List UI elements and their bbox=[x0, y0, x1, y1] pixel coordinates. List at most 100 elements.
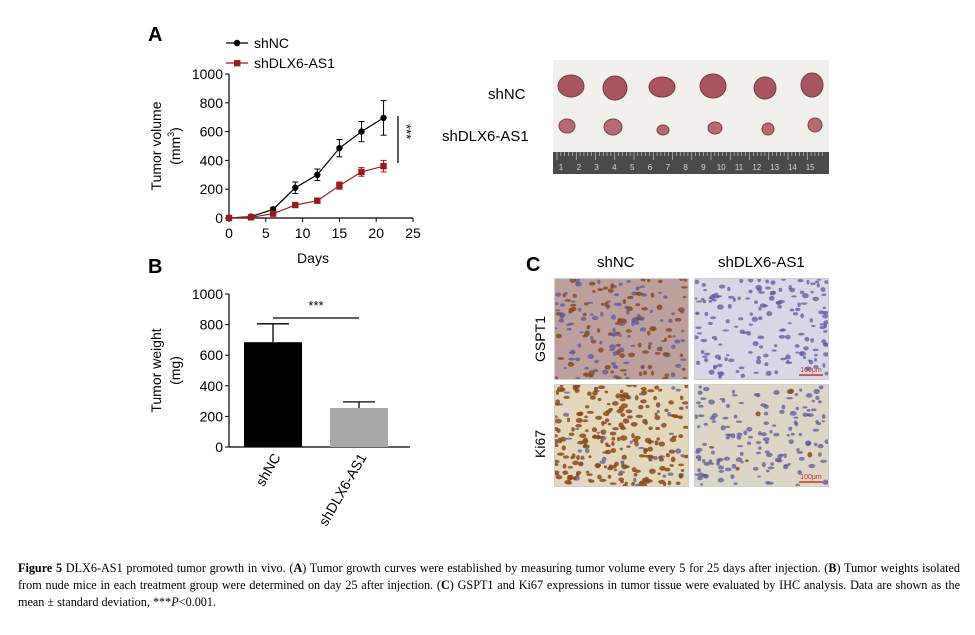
ihc-positive-cell bbox=[680, 468, 685, 473]
ihc-nucleus bbox=[788, 426, 793, 431]
ihc-nucleus bbox=[697, 390, 703, 395]
data-point bbox=[380, 114, 387, 122]
ihc-positive-cell bbox=[615, 393, 622, 399]
ihc-positive-cell bbox=[658, 388, 663, 392]
ihc-positive-cell bbox=[633, 473, 638, 477]
ihc-positive-cell bbox=[619, 369, 627, 372]
caption-text-a: ) Tumor growth curves were established b… bbox=[302, 561, 829, 575]
ihc-nucleus bbox=[639, 327, 647, 332]
ihc-nucleus bbox=[749, 312, 754, 316]
ihc-nucleus bbox=[796, 448, 800, 452]
ihc-positive-cell bbox=[560, 387, 566, 392]
ihc-positive-cell bbox=[585, 470, 590, 474]
ihc-nucleus bbox=[811, 399, 815, 403]
ihc-positive-cell bbox=[654, 385, 659, 390]
ihc-positive-cell bbox=[566, 417, 571, 423]
ihc-nucleus bbox=[748, 279, 754, 283]
ihc-nucleus bbox=[802, 412, 809, 417]
ihc-nucleus bbox=[734, 325, 739, 328]
legend-marker bbox=[233, 39, 241, 47]
ihc-nucleus bbox=[626, 279, 631, 284]
ihc-positive-cell bbox=[645, 404, 650, 409]
ihc-positive-cell bbox=[594, 462, 602, 468]
ihc-nucleus bbox=[795, 483, 800, 486]
ihc-positive-cell bbox=[604, 390, 609, 394]
ihc-positive-cell bbox=[677, 307, 685, 312]
ihc-positive-cell bbox=[590, 339, 597, 344]
ihc-nucleus bbox=[792, 312, 799, 316]
ihc-nucleus bbox=[623, 372, 627, 376]
ihc-nucleus bbox=[823, 352, 828, 357]
ihc-positive-cell bbox=[555, 434, 558, 438]
ihc-nucleus bbox=[631, 291, 638, 296]
ihc-nucleus bbox=[587, 353, 595, 359]
ihc-positive-cell bbox=[610, 283, 614, 289]
ruler bbox=[553, 152, 829, 174]
ihc-positive-cell bbox=[562, 463, 567, 469]
ruler-number: 6 bbox=[648, 163, 653, 172]
ihc-nucleus bbox=[812, 296, 820, 302]
ihc-positive-cell bbox=[585, 429, 589, 433]
ihc-nucleus bbox=[757, 279, 761, 283]
ihc-nucleus bbox=[702, 459, 706, 463]
ihc-nucleus bbox=[732, 297, 736, 302]
ihc-positive-cell bbox=[572, 460, 580, 466]
ihc-nucleus bbox=[703, 288, 708, 292]
ihc-nucleus bbox=[743, 430, 748, 436]
ihc-nucleus bbox=[798, 332, 805, 336]
ihc-positive-cell bbox=[664, 467, 671, 472]
ihc-nucleus bbox=[739, 451, 744, 457]
ihc-nucleus bbox=[695, 335, 699, 340]
ihc-nucleus bbox=[821, 293, 827, 297]
ihc-positive-cell bbox=[681, 286, 688, 289]
ihc-nucleus bbox=[703, 474, 708, 477]
ihc-positive-cell bbox=[647, 446, 653, 452]
tumor-shnc bbox=[648, 76, 676, 98]
ihc-row-label-gspt1: GSPT1 bbox=[532, 316, 548, 362]
ihc-nucleus bbox=[783, 453, 787, 459]
ihc-nucleus bbox=[592, 369, 599, 373]
ihc-positive-cell bbox=[635, 303, 641, 307]
ihc-nucleus bbox=[776, 300, 783, 305]
ihc-nucleus bbox=[809, 318, 814, 323]
ihc-positive-cell bbox=[667, 335, 672, 338]
ihc-positive-cell bbox=[587, 391, 592, 396]
caption-tail: <0.001. bbox=[178, 595, 217, 609]
ihc-positive-cell bbox=[619, 353, 625, 359]
ihc-nucleus bbox=[737, 296, 741, 301]
ihc-nucleus bbox=[764, 440, 769, 444]
ihc-positive-cell bbox=[619, 398, 626, 402]
ihc-positive-cell bbox=[582, 372, 588, 377]
ihc-positive-cell bbox=[649, 468, 656, 474]
ihc-nucleus bbox=[695, 279, 700, 285]
ihc-nucleus bbox=[575, 427, 580, 430]
ihc-positive-cell bbox=[619, 425, 626, 430]
photo-row-label-shnc: shNC bbox=[488, 86, 526, 103]
ihc-nucleus bbox=[781, 404, 786, 410]
ihc-nucleus bbox=[824, 439, 828, 445]
ihc-nucleus bbox=[748, 323, 754, 326]
y-tick-label: 0 bbox=[215, 439, 223, 455]
tumor-shdlx6-as1 bbox=[603, 118, 623, 136]
ihc-positive-cell bbox=[572, 293, 577, 298]
ihc-positive-cell bbox=[621, 454, 627, 460]
ihc-positive-cell bbox=[579, 433, 587, 438]
ihc-nucleus bbox=[568, 357, 575, 361]
ihc-nucleus bbox=[816, 283, 820, 288]
ihc-nucleus bbox=[630, 344, 636, 347]
data-point bbox=[314, 171, 321, 178]
ihc-nucleus bbox=[753, 371, 759, 374]
ihc-positive-cell bbox=[591, 427, 598, 433]
ihc-positive-cell bbox=[647, 364, 653, 370]
ihc-nucleus bbox=[773, 344, 778, 348]
ihc-nucleus bbox=[764, 450, 770, 454]
ihc-positive-cell bbox=[661, 422, 667, 428]
caption-ref-b: B bbox=[828, 561, 837, 575]
ihc-positive-cell bbox=[614, 468, 618, 472]
ihc-nucleus bbox=[773, 432, 780, 437]
ihc-positive-cell bbox=[599, 478, 607, 483]
ihc-positive-cell bbox=[640, 386, 647, 391]
ihc-nucleus bbox=[738, 317, 744, 321]
ihc-positive-cell bbox=[603, 465, 608, 469]
data-point bbox=[358, 128, 365, 135]
